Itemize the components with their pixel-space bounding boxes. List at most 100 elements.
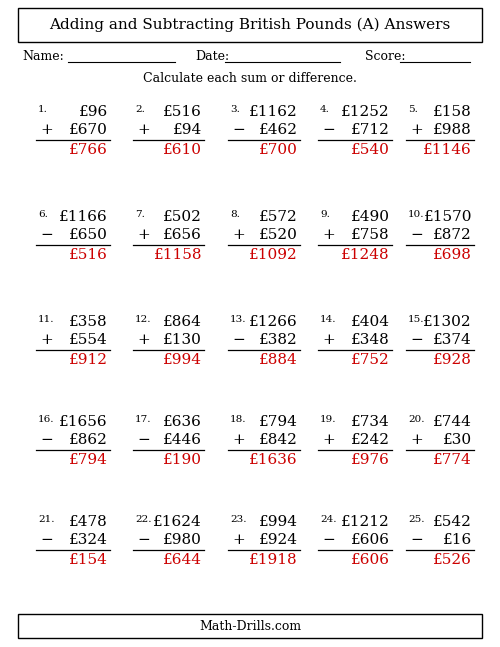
Text: £670: £670 <box>69 123 108 137</box>
Text: £1570: £1570 <box>424 210 472 224</box>
Text: 13.: 13. <box>230 315 246 324</box>
Text: £526: £526 <box>433 553 472 567</box>
Text: 20.: 20. <box>408 415 424 424</box>
Text: 11.: 11. <box>38 315 54 324</box>
Text: 3.: 3. <box>230 105 240 114</box>
Text: 12.: 12. <box>135 315 152 324</box>
Text: 6.: 6. <box>38 210 48 219</box>
Text: −: − <box>137 533 150 547</box>
Text: +: + <box>322 228 335 242</box>
Text: £744: £744 <box>433 415 472 429</box>
Text: £1636: £1636 <box>250 453 298 467</box>
Text: −: − <box>410 533 423 547</box>
Text: 10.: 10. <box>408 210 424 219</box>
Text: £1252: £1252 <box>342 105 390 119</box>
Text: £1656: £1656 <box>60 415 108 429</box>
Text: 5.: 5. <box>408 105 418 114</box>
Text: −: − <box>322 533 335 547</box>
Text: £1092: £1092 <box>249 248 298 262</box>
Text: £636: £636 <box>163 415 202 429</box>
Text: £358: £358 <box>70 315 108 329</box>
Text: £446: £446 <box>163 433 202 447</box>
Text: 2.: 2. <box>135 105 145 114</box>
Text: £924: £924 <box>259 533 298 547</box>
Text: £766: £766 <box>69 143 108 157</box>
Text: £374: £374 <box>433 333 472 347</box>
Text: Adding and Subtracting British Pounds (A) Answers: Adding and Subtracting British Pounds (A… <box>50 18 450 32</box>
Text: £572: £572 <box>259 210 298 224</box>
Text: £1266: £1266 <box>249 315 298 329</box>
Text: +: + <box>232 533 245 547</box>
Text: £712: £712 <box>351 123 390 137</box>
Text: Math-Drills.com: Math-Drills.com <box>199 619 301 633</box>
Text: £644: £644 <box>163 553 202 567</box>
Text: £912: £912 <box>69 353 108 367</box>
FancyBboxPatch shape <box>18 614 482 638</box>
Text: +: + <box>40 123 53 137</box>
Text: +: + <box>410 123 423 137</box>
Text: £1248: £1248 <box>342 248 390 262</box>
Text: £490: £490 <box>351 210 390 224</box>
Text: Date:: Date: <box>195 50 229 63</box>
Text: £130: £130 <box>163 333 202 347</box>
Text: £794: £794 <box>259 415 298 429</box>
Text: −: − <box>40 228 53 242</box>
Text: Name:: Name: <box>22 50 64 63</box>
Text: +: + <box>137 333 150 347</box>
Text: +: + <box>322 433 335 447</box>
Text: 25.: 25. <box>408 515 424 524</box>
Text: £994: £994 <box>259 515 298 529</box>
Text: +: + <box>232 228 245 242</box>
Text: £478: £478 <box>69 515 108 529</box>
Text: £16: £16 <box>443 533 472 547</box>
Text: £1302: £1302 <box>424 315 472 329</box>
Text: £1162: £1162 <box>249 105 298 119</box>
Text: 8.: 8. <box>230 210 240 219</box>
Text: −: − <box>410 333 423 347</box>
Text: £1212: £1212 <box>341 515 390 529</box>
Text: £96: £96 <box>79 105 108 119</box>
Text: £862: £862 <box>69 433 108 447</box>
Text: £864: £864 <box>163 315 202 329</box>
Text: Calculate each sum or difference.: Calculate each sum or difference. <box>143 72 357 85</box>
Text: £94: £94 <box>173 123 202 137</box>
Text: +: + <box>137 123 150 137</box>
Text: 21.: 21. <box>38 515 54 524</box>
Text: £650: £650 <box>69 228 108 242</box>
Text: 14.: 14. <box>320 315 336 324</box>
Text: £758: £758 <box>352 228 390 242</box>
Text: £872: £872 <box>433 228 472 242</box>
Text: £1146: £1146 <box>423 143 472 157</box>
Text: +: + <box>137 228 150 242</box>
Text: 17.: 17. <box>135 415 152 424</box>
Text: £656: £656 <box>163 228 202 242</box>
Text: −: − <box>232 333 245 347</box>
Text: £988: £988 <box>433 123 472 137</box>
Text: £30: £30 <box>443 433 472 447</box>
Text: £1918: £1918 <box>250 553 298 567</box>
Text: £1624: £1624 <box>153 515 202 529</box>
Text: −: − <box>137 433 150 447</box>
Text: −: − <box>40 533 53 547</box>
Text: 16.: 16. <box>38 415 54 424</box>
Text: 1.: 1. <box>38 105 48 114</box>
Text: 15.: 15. <box>408 315 424 324</box>
Text: £606: £606 <box>351 553 390 567</box>
Text: £158: £158 <box>433 105 472 119</box>
Text: −: − <box>40 433 53 447</box>
Text: 9.: 9. <box>320 210 330 219</box>
Text: £752: £752 <box>351 353 390 367</box>
Text: 18.: 18. <box>230 415 246 424</box>
Text: £404: £404 <box>351 315 390 329</box>
Text: Score:: Score: <box>365 50 406 63</box>
Text: 19.: 19. <box>320 415 336 424</box>
Text: £994: £994 <box>163 353 202 367</box>
Text: −: − <box>410 228 423 242</box>
Text: £700: £700 <box>259 143 298 157</box>
Text: £242: £242 <box>351 433 390 447</box>
Text: £382: £382 <box>259 333 298 347</box>
Text: 7.: 7. <box>135 210 145 219</box>
Text: −: − <box>232 123 245 137</box>
Text: −: − <box>322 123 335 137</box>
Text: £540: £540 <box>351 143 390 157</box>
